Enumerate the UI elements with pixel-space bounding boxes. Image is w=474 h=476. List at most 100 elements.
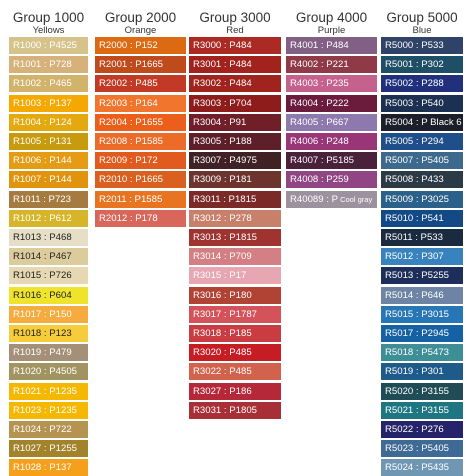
swatch-label: R5013 : P5255 — [385, 270, 450, 282]
color-swatch: R3022 : P485 — [189, 363, 281, 381]
color-swatch: R4001 : P484 — [286, 37, 377, 54]
swatch-label: R2000 : P152 — [99, 40, 158, 51]
color-swatch: R3011 : P1815 — [189, 190, 281, 208]
color-swatch: R3013 : P1815 — [189, 229, 281, 246]
color-swatch: R3015 : P17 — [189, 267, 281, 285]
swatch-label: R1024 : P722 — [13, 424, 72, 435]
color-swatch: R2009 : P172 — [95, 152, 186, 170]
color-swatch: R5015 : P3015 — [381, 305, 463, 323]
color-swatch: R5000 : P533 — [381, 37, 463, 54]
color-swatch: R4005 : P667 — [286, 113, 377, 131]
color-swatch: R3020 : P485 — [189, 344, 281, 362]
color-swatch: R3002 : P484 — [189, 75, 281, 93]
group-title: Group 1000 — [12, 10, 85, 25]
swatch-label: R4001 : P484 — [290, 40, 349, 51]
swatch-label: R4003 : P235 — [290, 78, 349, 90]
color-swatch: R5024 : P5435 — [381, 459, 463, 476]
swatch-label: R1007 : P144 — [13, 174, 72, 186]
swatch-label: R1028 : P137 — [13, 462, 72, 474]
color-swatch: R1013 : P468 — [9, 229, 88, 246]
swatch-label: R3004 : P91 — [193, 116, 247, 128]
swatch-label: R3027 : P186 — [193, 385, 252, 397]
swatch-label: R3009 : P181 — [193, 174, 252, 186]
group-header: Group 3000 Red — [189, 0, 281, 35]
color-swatch: R1027 : P1255 — [9, 440, 88, 458]
swatch-label: R2002 : P485 — [99, 78, 158, 90]
color-swatch: R3018 : P185 — [189, 325, 281, 342]
group-header: Group 2000 Orange — [95, 0, 186, 35]
swatch-label: R3020 : P485 — [193, 347, 252, 359]
group-subtitle: Purple — [317, 24, 346, 36]
color-swatch: R5010 : P541 — [381, 209, 463, 227]
swatch-label: R3011 : P1815 — [193, 193, 257, 205]
color-swatch: R1015 : P726 — [9, 267, 88, 285]
color-swatch: R1000 : P4525 — [9, 37, 88, 54]
swatch-label: R3000 : P484 — [193, 40, 252, 51]
swatch-label: R2003 : P164 — [99, 97, 158, 109]
color-swatch: R3007 : P4975 — [189, 152, 281, 170]
swatch-label: R5003 : P540 — [385, 97, 444, 109]
color-swatch: R5013 : P5255 — [381, 267, 463, 285]
color-swatch: R1024 : P722 — [9, 421, 88, 438]
color-swatch: R1004 : P124 — [9, 113, 88, 131]
color-swatch: R4002 : P221 — [286, 56, 377, 74]
color-swatch: R3000 : P484 — [189, 37, 281, 54]
swatch-label: R5021 : P3155 — [385, 404, 450, 416]
swatch-label: R1023 : P1235 — [13, 404, 78, 416]
color-swatch: R1005 : P131 — [9, 133, 88, 150]
color-swatch: R1017 : P150 — [9, 305, 88, 323]
swatch-label: R5017 : P2945 — [385, 328, 450, 339]
swatch-label: R5001 : P302 — [385, 59, 444, 71]
swatch-label: R5011 : P533 — [385, 232, 443, 243]
swatch-label: R3001 : P484 — [193, 59, 252, 71]
swatch-label: R5023 : P5405 — [385, 443, 450, 455]
color-swatch: R1020 : P4505 — [9, 363, 88, 381]
color-swatch: R2008 : P1585 — [95, 133, 186, 150]
swatch-label: R3022 : P485 — [193, 366, 252, 378]
color-swatch: R5023 : P5405 — [381, 440, 463, 458]
swatch-label: R5012 : P307 — [385, 251, 444, 263]
color-swatch: R1006 : P144 — [9, 152, 88, 170]
color-swatch: R1001 : P728 — [9, 56, 88, 74]
color-swatch: R3027 : P186 — [189, 382, 281, 400]
swatch-label: R5009 : P3025 — [385, 193, 450, 205]
swatch-label: R5022 : P276 — [385, 424, 444, 435]
color-swatch: R2012 : P178 — [95, 209, 186, 227]
swatch-label: R1018 : P123 — [13, 328, 72, 339]
swatch-label-note: Cool gray — [338, 194, 373, 204]
color-swatch: R4008 : P259 — [286, 171, 377, 189]
color-swatch: R4004 : P222 — [286, 94, 377, 112]
swatch-label: R3016 : P180 — [193, 289, 252, 301]
color-swatch: R1016 : P604 — [9, 286, 88, 304]
swatch-label: R2009 : P172 — [99, 155, 158, 167]
color-swatch: R1021 : P1235 — [9, 382, 88, 400]
color-swatch: R1018 : P123 — [9, 325, 88, 342]
color-swatch: R1028 : P137 — [9, 459, 88, 476]
swatch-label: R1021 : P1235 — [13, 385, 78, 397]
color-swatch: R4006 : P248 — [286, 133, 377, 150]
group-header: Group 4000 Purple — [286, 0, 377, 35]
color-swatch: R3001 : P484 — [189, 56, 281, 74]
swatch-label: R1012 : P612 — [13, 212, 72, 224]
color-swatch: R1019 : P479 — [9, 344, 88, 362]
group-title: Group 5000 — [386, 10, 458, 25]
color-swatch: R2010 : P1665 — [95, 171, 186, 189]
group-subtitle: Blue — [412, 24, 432, 36]
swatch-label: R5020 : P3155 — [385, 385, 450, 397]
swatch-label: R3013 : P1815 — [193, 232, 258, 243]
color-swatch: R2003 : P164 — [95, 94, 186, 112]
color-swatch: R3031 : P1805 — [189, 401, 281, 419]
swatch-label: R3014 : P709 — [193, 251, 252, 263]
swatch-label: R1005 : P131 — [13, 136, 72, 147]
swatch-label: R1013 : P468 — [13, 232, 72, 243]
swatch-label: R1006 : P144 — [13, 155, 72, 167]
swatch-label: R5018 : P5473 — [385, 347, 450, 359]
color-swatch: R2002 : P485 — [95, 75, 186, 93]
swatch-label: R3015 : P17 — [193, 270, 247, 282]
swatch-label: R4002 : P221 — [290, 59, 349, 71]
swatch-label: R3007 : P4975 — [193, 155, 258, 167]
swatch-label: R1004 : P124 — [13, 116, 72, 128]
swatch-label: R1016 : P604 — [13, 289, 72, 301]
swatch-label: R3003 : P704 — [193, 97, 252, 109]
color-swatch: R5022 : P276 — [381, 421, 463, 438]
